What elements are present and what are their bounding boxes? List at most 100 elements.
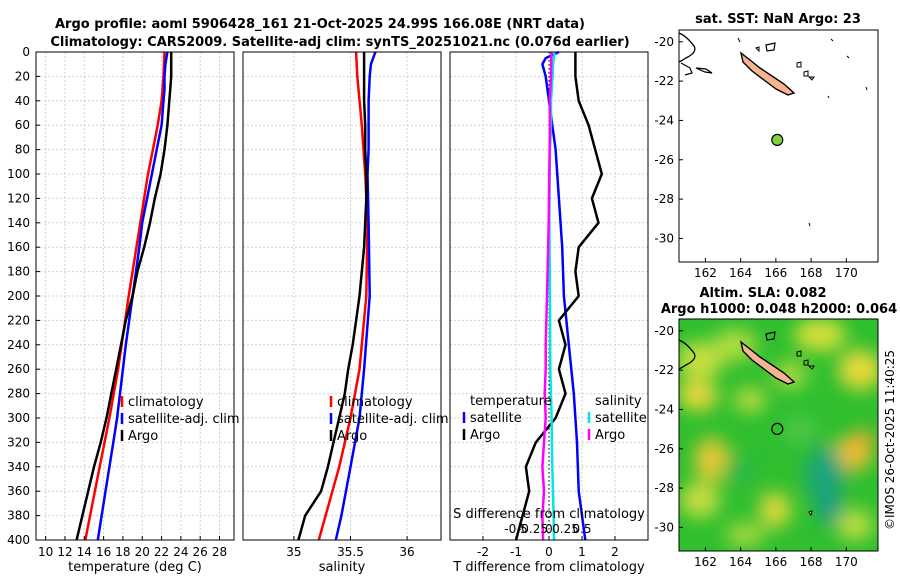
lon-tick-label: 168 [800, 555, 823, 569]
figure-title-line2: Climatology: CARS2009. Satellite-adj cli… [50, 35, 629, 50]
xtick-label: 2 [611, 545, 619, 559]
lat-tick-label: -24 [654, 402, 674, 416]
legend-label-climatology: climatology [128, 395, 204, 410]
figure-title-line1: Argo profile: aoml 5906428_161 21-Oct-20… [55, 17, 585, 32]
xtick-label: 36 [399, 545, 414, 559]
ytick-label: 180 [7, 265, 30, 279]
sst-map-background [679, 30, 878, 262]
s-difference-label: S difference from climatology [453, 507, 645, 522]
xtick-label: 35 [286, 545, 301, 559]
new-caledonia-landmass [739, 51, 796, 96]
s-difference-ticks: -0.5-0.250 0.250.5 [504, 522, 591, 536]
lat-tick-label: -24 [654, 113, 674, 127]
temperature-xticks: 10 12 14 16 18 20 22 24 26 28 [38, 536, 227, 559]
coast-fragment [678, 339, 696, 370]
lat-tick-label: -22 [654, 74, 674, 88]
series-line-satellite-adj-clim [334, 51, 377, 541]
imos-watermark: ©IMOS 26-Oct-2025 11:40:25 [883, 350, 897, 530]
xtick-label: -1 [510, 545, 522, 559]
island-outline [765, 331, 776, 341]
sst-map-title: sat. SST: NaN Argo: 23 [695, 12, 861, 27]
island-outline [807, 365, 815, 370]
temperature-series [75, 51, 173, 541]
lat-tick-label: -22 [654, 363, 674, 377]
ytick-label: 20 [15, 69, 30, 83]
island-outline [796, 350, 802, 357]
coast-fragment [808, 222, 811, 227]
ytick-label: 60 [15, 118, 30, 132]
legend-label-argo: Argo [128, 429, 158, 444]
xtick-label: 26 [193, 545, 208, 559]
ytick-label: 300 [7, 411, 30, 425]
lat-tick-label: -20 [654, 324, 674, 338]
island-outline [803, 70, 809, 77]
ytick-label: 220 [7, 313, 30, 327]
lon-tick-label: 164 [729, 266, 752, 280]
ytick-label: 320 [7, 435, 30, 449]
temperature-xlabel: temperature (deg C) [68, 560, 202, 575]
lon-tick-label: 162 [694, 555, 717, 569]
legend-label-satellite: satellite-adj. clim [128, 412, 240, 427]
xtick-label: 24 [173, 545, 188, 559]
ytick-label: 140 [7, 216, 30, 230]
ytick-label: 80 [15, 143, 30, 157]
lon-tick-label: 166 [764, 266, 787, 280]
island-outline [755, 46, 760, 53]
s-tick-label: 0.5 [572, 522, 591, 536]
series-line-t-satellite [541, 50, 587, 541]
sla-map-frame [678, 318, 879, 552]
salinity-series [297, 51, 377, 541]
difference-legend: temperature satellite Argo salinity sate… [462, 394, 647, 443]
sst-map-frame [678, 29, 879, 263]
lat-tick-label: -28 [654, 192, 674, 206]
coast-fragment [865, 86, 868, 91]
sla-map-panel: Altim. SLA: 0.082 Argo h1000: 0.048 h200… [654, 286, 897, 569]
island-outline [765, 42, 776, 52]
coast-fragment [846, 55, 850, 59]
difference-series [514, 50, 604, 541]
legend-label-t-satellite: satellite [470, 411, 522, 426]
coast-fragment [830, 38, 834, 42]
lon-tick-label: 170 [835, 555, 858, 569]
xtick-label: -2 [477, 545, 489, 559]
series-line-climatology [84, 51, 166, 541]
island-outline [695, 67, 713, 74]
legend-label-t-argo: Argo [470, 428, 500, 443]
lat-tick-label: -26 [654, 442, 674, 456]
ytick-label: 380 [7, 509, 30, 523]
ytick-label: 240 [7, 338, 30, 352]
lat-tick-label: -30 [654, 520, 674, 534]
s-tick-label: -0.25 [517, 522, 548, 536]
legend-title-salinity: salinity [595, 394, 642, 409]
sla-map-lat-ticks: -20 -22 -24 -26 -28 -30 [654, 324, 683, 534]
ytick-label: 400 [7, 533, 30, 547]
difference-panel: -2 -1 0 1 2 -0.5-0.250 0.250.5 S difference f… [449, 50, 649, 575]
ytick-label: 340 [7, 460, 30, 474]
ytick-label: 40 [15, 94, 30, 108]
series-line-climatology [317, 51, 369, 541]
island-outline [807, 76, 815, 81]
ytick-label: 260 [7, 362, 30, 376]
argo-float-marker [771, 133, 784, 147]
island-outline [796, 61, 802, 68]
island-outline [803, 359, 809, 366]
salinity-xticks: 35 35.5 36 [286, 536, 415, 559]
sla-field [679, 319, 878, 551]
xtick-label: 14 [77, 545, 92, 559]
sst-map-panel: sat. SST: NaN Argo: 23 162 164 166 168 170 -… [654, 12, 879, 280]
lat-tick-label: -30 [654, 231, 674, 245]
sla-map-lon-ticks: 162 164 166 168 170 [694, 547, 858, 569]
legend-label-satellite: satellite-adj. clim [337, 412, 449, 427]
coast-fragment [680, 62, 693, 76]
series-line-s-argo [541, 51, 553, 541]
xtick-label: 18 [115, 545, 130, 559]
ytick-label: 160 [7, 240, 30, 254]
salinity-legend: climatology satellite-adj. clim Argo [329, 395, 449, 444]
new-caledonia-landmass [739, 340, 796, 385]
xtick-label: 16 [96, 545, 111, 559]
xtick-label: 28 [212, 545, 227, 559]
series-line-t-argo [514, 52, 604, 541]
sla-map-coastlines [678, 331, 815, 517]
difference-xticks: -2 -1 0 1 2 [477, 536, 619, 559]
xtick-label: 20 [135, 545, 150, 559]
